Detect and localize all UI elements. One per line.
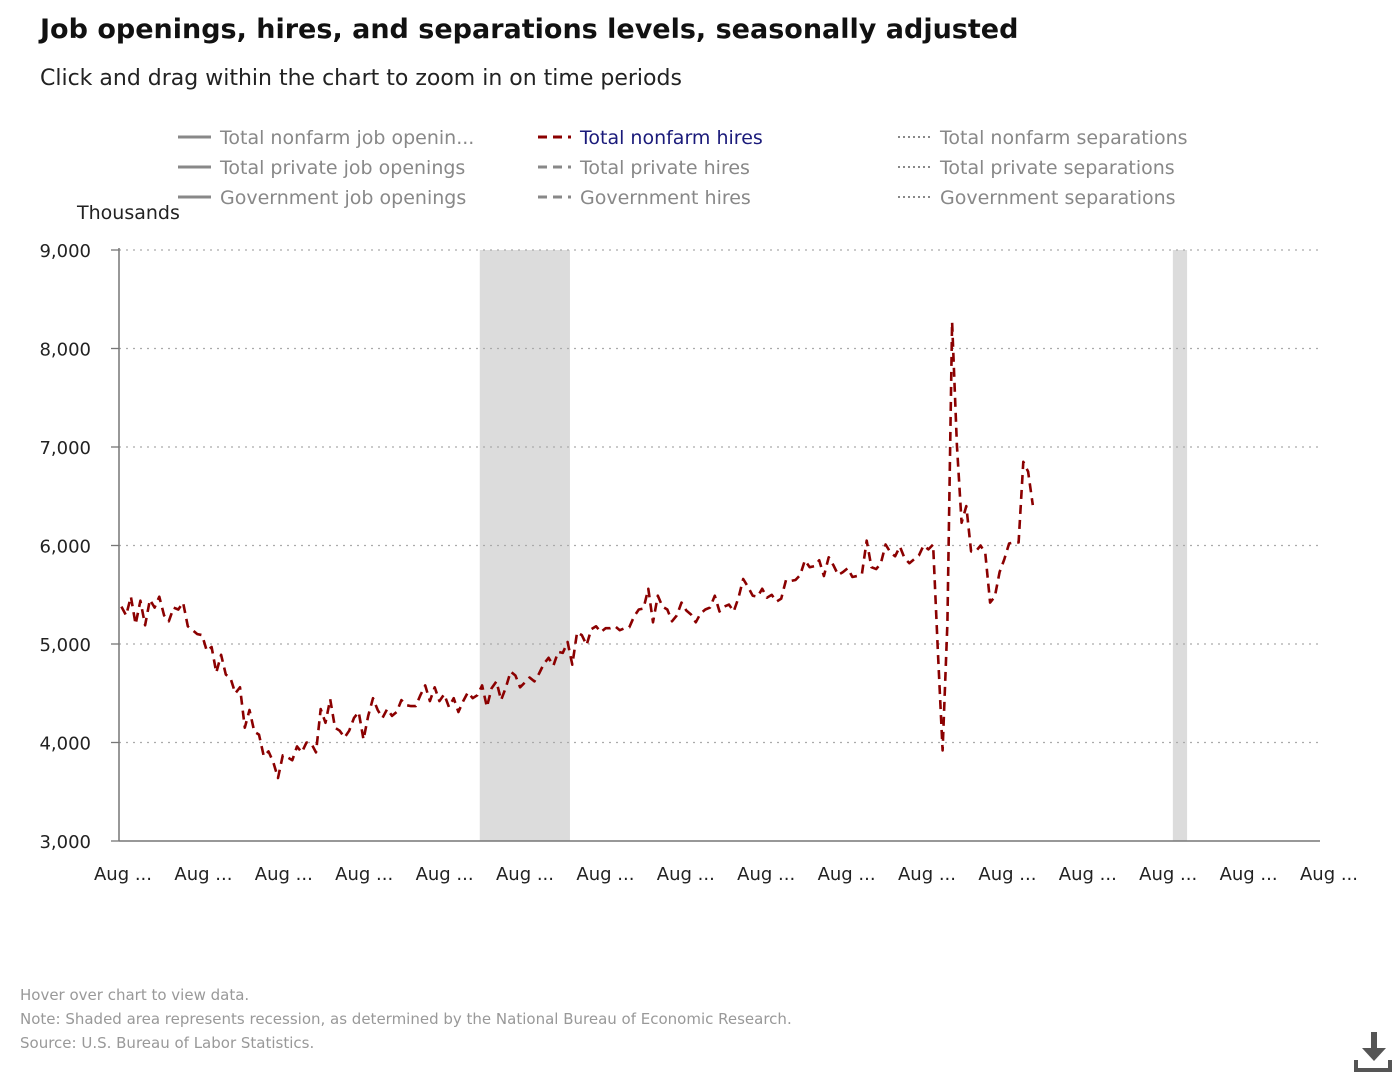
- x-tick-label: Aug ...: [657, 864, 715, 885]
- x-tick-label: Aug ...: [1059, 864, 1117, 885]
- x-tick-label: Aug ...: [978, 864, 1036, 885]
- x-tick-label: Aug ...: [1139, 864, 1197, 885]
- x-tick-label: Aug ...: [737, 864, 795, 885]
- y-tick-label: 6,000: [39, 537, 91, 558]
- page-title: Job openings, hires, and separations lev…: [40, 14, 1019, 45]
- x-tick-label: Aug ...: [174, 864, 232, 885]
- legend-item[interactable]: Total private hires: [538, 157, 750, 179]
- x-tick-label: Aug ...: [818, 864, 876, 885]
- series-layer[interactable]: [120, 320, 1035, 780]
- chart[interactable]: Total nonfarm job openin... Total nonfarm…: [0, 110, 1400, 890]
- legend-label: Total nonfarm hires: [579, 127, 763, 149]
- legend-label: Total nonfarm job openin...: [219, 127, 474, 149]
- x-tick-label: Aug ...: [1220, 864, 1278, 885]
- legend-label: Total private job openings: [219, 157, 465, 179]
- legend-item[interactable]: Government hires: [538, 187, 751, 209]
- hover-hint: Hover over chart to view data.: [20, 986, 250, 1004]
- legend-label: Total private hires: [579, 157, 750, 179]
- y-axis-ticks: 3,000 4,000 5,000 6,000 7,000 8,000 9,000: [39, 241, 119, 853]
- chart-legend: Total nonfarm job openin... Total nonfarm…: [178, 127, 1188, 209]
- series-line-total-nonfarm-hires[interactable]: [120, 320, 1035, 780]
- legend-item[interactable]: Government job openings: [178, 187, 466, 209]
- y-axis-unit-label: Thousands: [76, 202, 180, 224]
- x-tick-label: Aug ...: [255, 864, 313, 885]
- download-icon[interactable]: [1352, 1030, 1392, 1072]
- y-tick-label: 5,000: [39, 635, 91, 656]
- legend-item[interactable]: Total nonfarm job openin...: [178, 127, 474, 149]
- y-tick-label: 9,000: [39, 241, 91, 262]
- source-note: Source: U.S. Bureau of Labor Statistics.: [20, 1034, 315, 1052]
- x-tick-label: Aug ...: [94, 864, 152, 885]
- y-tick-label: 7,000: [39, 438, 91, 459]
- legend-item[interactable]: Total nonfarm separations: [898, 127, 1188, 149]
- x-tick-label: Aug ...: [416, 864, 474, 885]
- x-tick-label: Aug ...: [496, 864, 554, 885]
- legend-label: Government job openings: [220, 187, 466, 209]
- recession-note: Note: Shaded area represents recession, …: [20, 1010, 792, 1028]
- y-tick-label: 8,000: [39, 340, 91, 361]
- legend-item[interactable]: Total private job openings: [178, 157, 465, 179]
- legend-item[interactable]: Government separations: [898, 187, 1176, 209]
- legend-item[interactable]: Total private separations: [898, 157, 1175, 179]
- legend-item[interactable]: Total nonfarm hires: [538, 127, 763, 149]
- x-tick-label: Aug ...: [898, 864, 956, 885]
- x-tick-label: Aug ...: [335, 864, 393, 885]
- chart-notes: Hover over chart to view data. Note: Sha…: [20, 983, 792, 1055]
- x-tick-label: Aug ...: [1300, 864, 1358, 885]
- download-arrow-icon: [1354, 1032, 1392, 1072]
- x-tick-label: Aug ...: [576, 864, 634, 885]
- legend-label: Total nonfarm separations: [939, 127, 1188, 149]
- y-tick-label: 3,000: [39, 832, 91, 853]
- page-subtitle: Click and drag within the chart to zoom …: [40, 66, 682, 91]
- x-axis-ticks: Aug ... Aug ... Aug ... Aug ... Aug ... Aug .…: [94, 864, 1358, 885]
- recession-band: [1172, 250, 1188, 841]
- legend-label: Government hires: [580, 187, 751, 209]
- recession-band: [479, 250, 570, 841]
- legend-label: Total private separations: [939, 157, 1175, 179]
- y-tick-label: 4,000: [39, 734, 91, 755]
- axes: [118, 248, 1320, 842]
- gridlines: [119, 249, 1320, 744]
- legend-label: Government separations: [940, 187, 1176, 209]
